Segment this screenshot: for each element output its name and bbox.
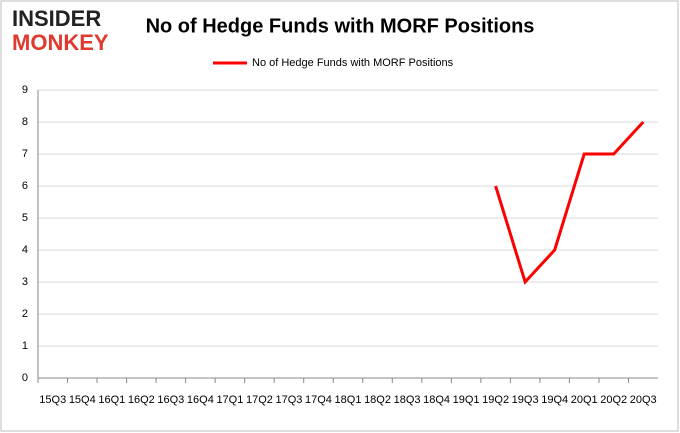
y-tick-label: 6 <box>22 180 28 192</box>
x-tick-label: 20Q3 <box>630 394 657 406</box>
y-tick-label: 3 <box>22 276 28 288</box>
y-tick-label: 1 <box>22 340 28 352</box>
y-tick-label: 2 <box>22 308 28 320</box>
x-tick-label: 19Q4 <box>541 394 568 406</box>
x-tick-label: 19Q2 <box>482 394 509 406</box>
x-tick-label: 17Q1 <box>216 394 243 406</box>
x-tick-label: 19Q3 <box>512 394 539 406</box>
x-tick-label: 20Q1 <box>571 394 598 406</box>
y-tick-label: 4 <box>22 244 28 256</box>
x-tick-label: 18Q3 <box>394 394 421 406</box>
y-tick-label: 9 <box>22 84 28 96</box>
y-tick-label: 5 <box>22 212 28 224</box>
y-tick-label: 0 <box>22 372 28 384</box>
y-tick-label: 8 <box>22 116 28 128</box>
x-tick-label: 18Q1 <box>335 394 362 406</box>
x-tick-label: 16Q3 <box>157 394 184 406</box>
x-tick-label: 15Q4 <box>69 394 96 406</box>
logo-line2: MONKEY <box>12 30 109 55</box>
x-tick-label: 15Q3 <box>39 394 66 406</box>
x-tick-label: 20Q2 <box>600 394 627 406</box>
line <box>494 120 645 285</box>
x-tick-label: 18Q2 <box>364 394 391 406</box>
x-tick-label: 17Q2 <box>246 394 273 406</box>
x-tick-label: 18Q4 <box>423 394 450 406</box>
x-tick-label: 17Q4 <box>305 394 332 406</box>
y-tick-label: 7 <box>22 148 28 160</box>
x-tick-label: 16Q2 <box>128 394 155 406</box>
x-tick-label: 19Q1 <box>453 394 480 406</box>
x-tick-label: 16Q4 <box>187 394 214 406</box>
x-tick-label: 16Q1 <box>98 394 125 406</box>
legend-label: No of Hedge Funds with MORF Positions <box>252 57 454 69</box>
logo-line1: INSIDER <box>12 6 101 31</box>
x-tick-label: 17Q3 <box>275 394 302 406</box>
chart-title: No of Hedge Funds with MORF Positions <box>146 15 535 37</box>
